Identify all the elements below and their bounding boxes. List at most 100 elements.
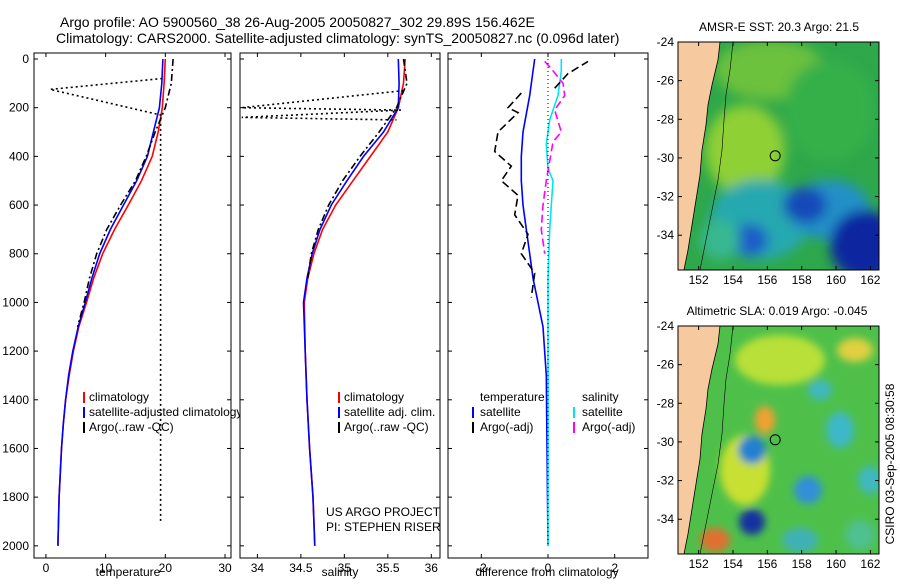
legend-label-climatology: climatology bbox=[344, 390, 404, 404]
y-tick-label: 200 bbox=[9, 101, 29, 115]
title-line-2: Climatology: CARS2000. Satellite-adjuste… bbox=[56, 30, 619, 46]
y-tick-label: 1000 bbox=[2, 295, 29, 309]
map-y-tick-label: -32 bbox=[657, 474, 675, 488]
y-tick-label: 1600 bbox=[2, 441, 29, 455]
x-tick-label: -2 bbox=[476, 561, 487, 575]
y-tick-label: 400 bbox=[9, 149, 29, 163]
legend-swatch-blue bbox=[338, 407, 340, 418]
sla-eddy bbox=[808, 380, 832, 400]
sst-cold-patch bbox=[732, 224, 768, 256]
legend-label-sal-argo: Argo(-adj) bbox=[582, 420, 635, 434]
sla-warm-patch bbox=[837, 338, 873, 362]
map-y-tick-label: -34 bbox=[657, 228, 675, 242]
sla-warm-patch bbox=[755, 406, 775, 434]
sst-shelf-contour bbox=[699, 42, 734, 270]
map-x-tick-label: 156 bbox=[757, 273, 777, 287]
sst-map-title: AMSR-E SST: 20.3 Argo: 21.5 bbox=[699, 20, 859, 34]
legend-swatch-magenta bbox=[573, 422, 575, 433]
y-tick-label: 800 bbox=[9, 247, 29, 261]
map-y-tick-label: -32 bbox=[657, 190, 675, 204]
map-y-tick-label: -24 bbox=[657, 35, 675, 49]
sla-eddy bbox=[739, 509, 765, 535]
sla-eddy bbox=[845, 520, 875, 550]
legend-swatch-red bbox=[338, 392, 340, 403]
watermark-timestamp: CSIRO 03-Sep-2005 08:30:58 bbox=[883, 383, 897, 544]
sla-land-australia bbox=[678, 326, 720, 554]
legend-heading-temperature: temperature bbox=[480, 390, 545, 404]
map-x-tick-label: 158 bbox=[792, 557, 812, 571]
x-tick-label: 34.5 bbox=[289, 561, 313, 575]
legend-swatch-black bbox=[83, 422, 85, 433]
legend-label-argo: Argo(..raw -QC) bbox=[344, 420, 429, 434]
x-tick-label: 20 bbox=[159, 561, 173, 575]
sla-coastline bbox=[683, 326, 721, 554]
map-x-tick-label: 160 bbox=[826, 557, 846, 571]
y-tick-label: 1400 bbox=[2, 393, 29, 407]
sst-land-australia bbox=[678, 42, 720, 270]
x-tick-label: 35 bbox=[338, 561, 352, 575]
series-line-temperature-satellite bbox=[520, 58, 549, 546]
x-tick-label: 34 bbox=[251, 561, 265, 575]
legend-label-temp-satellite: satellite bbox=[480, 405, 521, 419]
temperature-xlabel: temperature bbox=[96, 565, 161, 579]
map-x-tick-label: 156 bbox=[757, 557, 777, 571]
y-tick-label: 1200 bbox=[2, 344, 29, 358]
map-y-tick-label: -28 bbox=[657, 396, 675, 410]
sla-eddy bbox=[782, 528, 818, 552]
sst-cold-patch bbox=[830, 210, 879, 270]
map-x-tick-label: 152 bbox=[689, 557, 709, 571]
sst-map-frame bbox=[677, 41, 880, 271]
sla-argo-position-marker bbox=[769, 434, 781, 446]
series-line-satellite-adj-clim- bbox=[302, 58, 400, 546]
legend-swatch-red bbox=[83, 392, 85, 403]
x-tick-label: 2 bbox=[611, 561, 618, 575]
map-x-tick-label: 162 bbox=[860, 557, 880, 571]
map-x-tick-label: 158 bbox=[792, 273, 812, 287]
map-x-tick-label: 162 bbox=[860, 273, 880, 287]
legend-swatch-cyan bbox=[573, 407, 575, 418]
legend-label-sal-satellite: satellite bbox=[582, 405, 623, 419]
sla-map: Altimetric SLA: 0.019 Argo: -0.045 bbox=[657, 304, 881, 571]
map-y-tick-label: -34 bbox=[657, 512, 675, 526]
series-line-salinity-argo-adj- bbox=[540, 60, 566, 254]
series-line-temperature-argo-adj- bbox=[493, 92, 536, 298]
sla-eddy bbox=[738, 436, 766, 464]
legend-label-satellite-adj: satellite adj. clim. bbox=[344, 405, 435, 419]
sla-eddy bbox=[858, 466, 879, 494]
x-tick-label: 0 bbox=[545, 561, 552, 575]
legend-swatch-black bbox=[338, 422, 340, 433]
map-x-tick-label: 154 bbox=[723, 557, 743, 571]
difference-xlabel: difference from climatology bbox=[475, 565, 618, 579]
legend-heading-salinity: salinity bbox=[582, 390, 619, 404]
series-line-argo-raw bbox=[49, 77, 163, 522]
sst-map: AMSR-E SST: 20.3 Argo: 21.5 152 154 156 158… bbox=[657, 20, 881, 287]
x-tick-label: 36 bbox=[425, 561, 439, 575]
sst-coastline bbox=[683, 42, 721, 270]
credit-project: US ARGO PROJECT bbox=[326, 505, 441, 519]
y-tick-label: 2000 bbox=[2, 539, 29, 553]
sst-cold-patch bbox=[783, 187, 827, 223]
temperature-legend: climatology satellite-adjusted climatolo… bbox=[83, 390, 242, 434]
x-tick-label: 10 bbox=[99, 561, 113, 575]
legend-swatch-blue bbox=[472, 407, 474, 418]
difference-panel: -2 0 2 difference from climatology tempera… bbox=[447, 52, 649, 579]
sst-teal-patch bbox=[700, 220, 740, 260]
y-tick-label: 600 bbox=[9, 198, 29, 212]
legend-label-argo: Argo(..raw -QC) bbox=[89, 420, 174, 434]
map-y-tick-label: -26 bbox=[657, 74, 675, 88]
sla-map-frame bbox=[677, 325, 880, 555]
sst-green-patch bbox=[785, 60, 875, 160]
salinity-axes-box bbox=[239, 52, 441, 559]
x-tick-label: 0 bbox=[43, 561, 50, 575]
map-x-tick-label: 154 bbox=[723, 273, 743, 287]
map-x-tick-label: 160 bbox=[826, 273, 846, 287]
salinity-xlabel: salinity bbox=[322, 565, 359, 579]
map-y-tick-label: -30 bbox=[657, 151, 675, 165]
map-y-tick-label: -26 bbox=[657, 358, 675, 372]
series-line-argo-raw-qc- bbox=[307, 58, 408, 279]
sst-warm-patch bbox=[705, 105, 785, 195]
map-y-tick-label: -28 bbox=[657, 112, 675, 126]
sla-eddy bbox=[826, 412, 854, 448]
sla-shelf-contour bbox=[699, 326, 734, 554]
